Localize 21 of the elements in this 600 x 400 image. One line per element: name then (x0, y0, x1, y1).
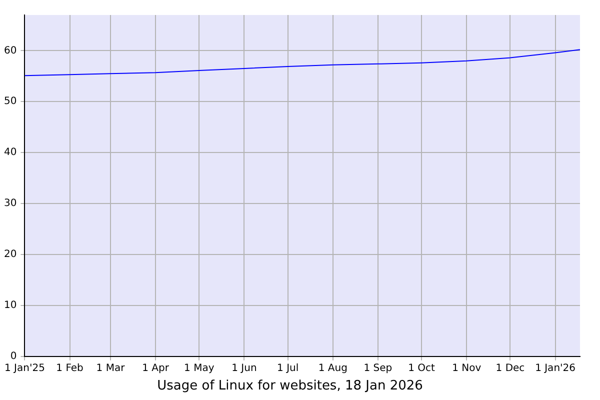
x-tick-label: 1 May (184, 362, 214, 374)
x-tick-label: 1 Apr (142, 362, 170, 374)
x-tick-label: 1 Sep (364, 362, 392, 374)
x-tick-label: 1 Jan'26 (535, 362, 576, 374)
text: Usage of Linux for websites, 18 Jan 2026 (157, 378, 423, 394)
y-tick-label: 20 (4, 249, 17, 260)
y-tick-label: 0 (10, 350, 17, 362)
x-tick-label: 1 Jul (277, 362, 299, 374)
x-tick-label: 1 Nov (452, 362, 482, 374)
y-tick-label: 40 (4, 147, 17, 158)
y-tick-label: 10 (4, 300, 17, 312)
y-tick-label: 30 (4, 198, 17, 210)
y-tick-label: 60 (4, 45, 17, 56)
x-tick-label: 1 Aug (318, 362, 348, 374)
x-tick-label: 1 Oct (408, 362, 436, 374)
x-tick-label: 1 Jan'25 (4, 362, 45, 374)
x-tick-label: 1 Feb (56, 362, 84, 374)
x-tick-label: 1 Mar (96, 362, 126, 374)
y-tick-label: 50 (4, 96, 17, 108)
x-tick-label: 1 Jun (232, 362, 257, 374)
x-tick-label: 1 Dec (496, 362, 525, 374)
